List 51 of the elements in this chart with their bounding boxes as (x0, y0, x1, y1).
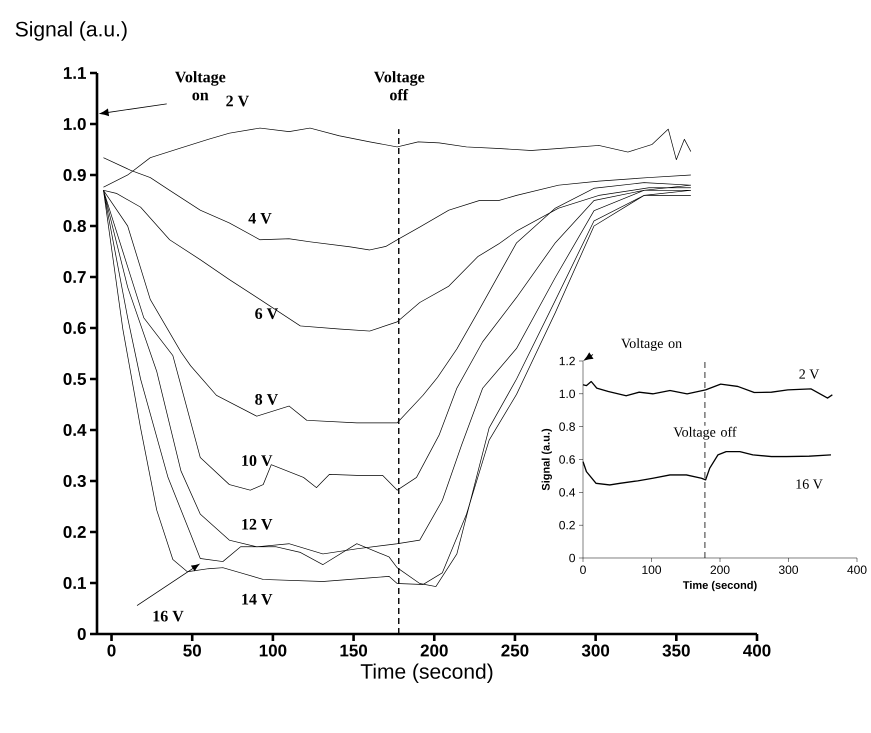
y-tick-label: 0.2 (559, 520, 575, 530)
x-tick-label: 200 (710, 566, 730, 574)
y-tick-label: 0.7 (64, 270, 86, 284)
series-label: 6 V (255, 308, 278, 320)
x-tick-label: 400 (743, 644, 770, 657)
series-label: 12 V (242, 518, 272, 530)
y-tick-label: 0.6 (64, 322, 86, 334)
y-tick-label: 1.2 (560, 356, 575, 366)
y-tick-label: 0.8 (64, 220, 86, 232)
x-tick-label: 200 (420, 644, 448, 657)
legend-label: 16 V (154, 610, 184, 622)
series-label: 4 V (248, 212, 272, 224)
y-tick-label: 1.1 (64, 67, 86, 79)
x-tick-label: 400 (847, 566, 867, 574)
y-axis-title: Signal (a.u.) (542, 428, 552, 490)
x-tick-label: 150 (340, 644, 368, 657)
x-tick-label: 0 (107, 644, 116, 657)
series-label: 16 V (796, 479, 823, 489)
y-tick-label: 0.4 (559, 488, 576, 497)
y-tick-label: 0.2 (64, 526, 86, 538)
x-tick-label: 350 (662, 644, 690, 657)
x-tick-label: 300 (582, 644, 610, 657)
series-label: 2 V (799, 369, 820, 379)
y-axis-title: Signal (a.u.) (16, 21, 127, 41)
ref-line-label: Voltage off (374, 71, 424, 100)
y-tick-label: 0 (569, 554, 576, 562)
x-axis-title: Time (second) (360, 663, 492, 684)
annotation: Voltage on (174, 71, 226, 100)
x-tick-label: 100 (260, 644, 286, 657)
series-label: 14 V (242, 594, 272, 605)
y-tick-label: 1.0 (64, 118, 86, 130)
y-tick-label: 0.6 (559, 455, 575, 464)
x-tick-label: 100 (642, 566, 662, 574)
y-tick-label: 0.8 (559, 422, 575, 431)
series-label: 10 V (242, 455, 272, 466)
y-tick-label: 0.5 (64, 372, 86, 386)
annotation: Voltage on (621, 338, 682, 351)
series-label: 8 V (255, 394, 278, 405)
ref-line-label: Voltage off (673, 426, 737, 440)
y-tick-label: 0.4 (64, 424, 86, 436)
x-tick-label: 300 (778, 566, 798, 574)
x-tick-label: 250 (501, 644, 528, 657)
y-tick-label: 0.3 (64, 474, 86, 488)
y-tick-label: 0.1 (64, 576, 86, 590)
y-tick-label: 1.0 (560, 390, 576, 398)
y-tick-label: 0.9 (64, 168, 86, 182)
x-tick-label: 0 (580, 566, 586, 574)
series-label: 2 V (226, 96, 249, 106)
x-axis-title: Time (second) (682, 580, 757, 592)
x-tick-label: 50 (183, 644, 201, 657)
y-tick-label: 0 (78, 628, 86, 640)
